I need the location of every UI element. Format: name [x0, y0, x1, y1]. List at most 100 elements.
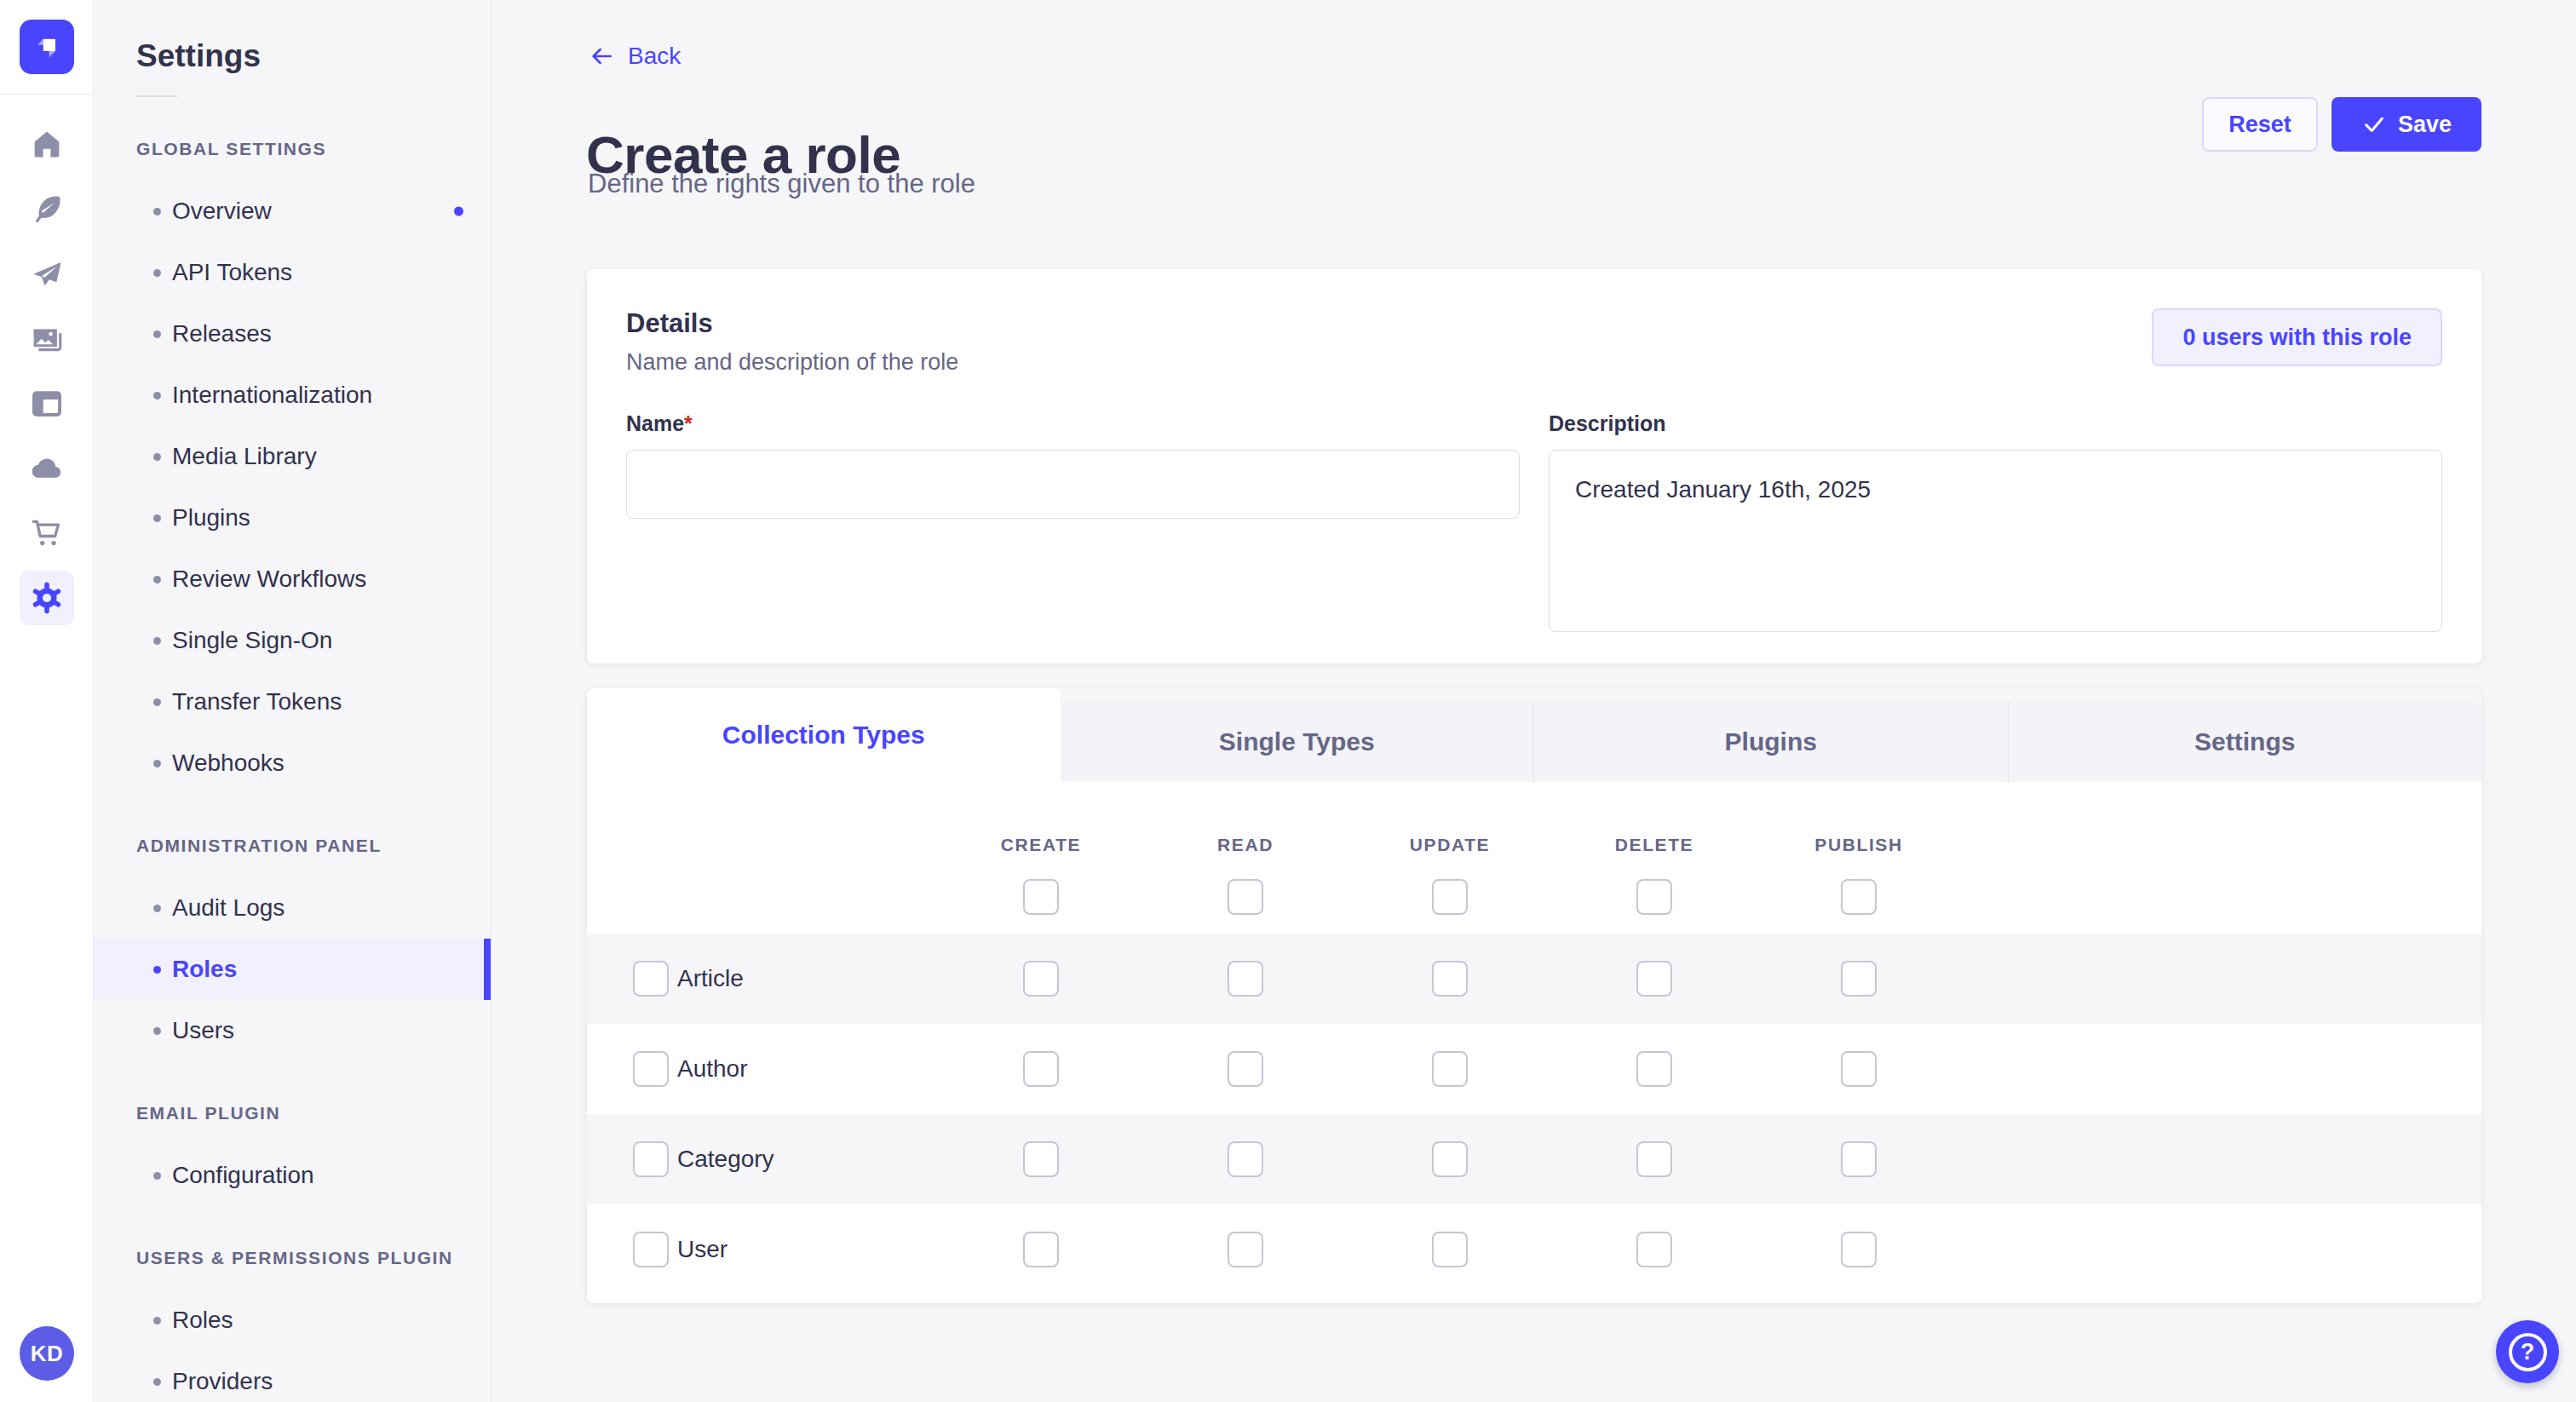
permission-checkbox-delete[interactable]	[1636, 1141, 1672, 1177]
permission-checkbox-create[interactable]	[1023, 1232, 1059, 1267]
description-label: Description	[1549, 411, 2442, 436]
sidebar-item-audit-logs[interactable]: Audit Logs	[94, 877, 491, 939]
row-label: Category	[669, 1146, 939, 1173]
permission-checkbox-publish[interactable]	[1841, 1232, 1877, 1267]
gear-icon	[29, 580, 65, 616]
check-icon	[2361, 112, 2387, 137]
select-all-create-checkbox[interactable]	[1023, 879, 1059, 915]
back-link[interactable]: Back	[588, 43, 681, 70]
user-avatar[interactable]: KD	[20, 1326, 74, 1381]
row-select-checkbox[interactable]	[633, 1051, 669, 1087]
home-button[interactable]	[20, 118, 74, 172]
tab-settings[interactable]: Settings	[2008, 701, 2482, 782]
sidebar-item-providers[interactable]: Providers	[94, 1351, 491, 1402]
tab-collection-types[interactable]: Collection Types	[587, 688, 1061, 782]
images-icon	[29, 321, 65, 357]
permission-checkbox-create[interactable]	[1023, 961, 1059, 997]
content-manager-button[interactable]	[20, 182, 74, 237]
row-select-checkbox[interactable]	[633, 961, 669, 997]
details-subtitle: Name and description of the role	[626, 349, 958, 376]
permission-checkbox-delete[interactable]	[1636, 1051, 1672, 1087]
permission-checkbox-publish[interactable]	[1841, 1051, 1877, 1087]
details-card: Details Name and description of the role…	[587, 269, 2481, 664]
marketplace-button[interactable]	[20, 506, 74, 560]
section-label: GLOBAL SETTINGS	[136, 138, 491, 160]
permission-checkbox-read[interactable]	[1228, 961, 1263, 997]
permission-checkbox-update[interactable]	[1432, 1141, 1468, 1177]
icon-rail: KD	[0, 0, 94, 1402]
page-subtitle: Define the rights given to the role	[588, 169, 975, 199]
details-title: Details	[626, 308, 958, 339]
permission-checkbox-update[interactable]	[1432, 1051, 1468, 1087]
tab-single-types[interactable]: Single Types	[1061, 701, 1534, 782]
permission-checkbox-read[interactable]	[1228, 1051, 1263, 1087]
sidebar-item-plugins[interactable]: Plugins	[94, 487, 491, 549]
bullet-icon	[153, 905, 161, 912]
select-all-read-checkbox[interactable]	[1228, 879, 1263, 915]
sidebar-item-releases[interactable]: Releases	[94, 303, 491, 365]
sidebar-item-internationalization[interactable]: Internationalization	[94, 365, 491, 426]
content-type-builder-button[interactable]	[20, 247, 74, 302]
select-all-update-checkbox[interactable]	[1432, 879, 1468, 915]
reset-button[interactable]: Reset	[2202, 97, 2318, 152]
select-all-publish-checkbox[interactable]	[1841, 879, 1877, 915]
bullet-icon	[153, 1378, 161, 1386]
permission-checkbox-publish[interactable]	[1841, 961, 1877, 997]
sidebar-item-media-library[interactable]: Media Library	[94, 426, 491, 487]
strapi-logo[interactable]	[20, 20, 74, 74]
settings-button[interactable]	[20, 571, 74, 625]
layout-icon	[29, 386, 65, 422]
home-icon	[29, 127, 65, 163]
select-all-delete-checkbox[interactable]	[1636, 879, 1672, 915]
sidebar-item-review-workflows[interactable]: Review Workflows	[94, 549, 491, 610]
tab-plugins[interactable]: Plugins	[1533, 701, 2008, 782]
table-row-author: Author	[587, 1024, 2481, 1114]
description-field[interactable]: Created January 16th, 2025	[1549, 450, 2442, 632]
help-button[interactable]: ?	[2496, 1320, 2559, 1383]
save-button[interactable]: Save	[2332, 97, 2481, 152]
table-row-category: Category	[587, 1114, 2481, 1204]
permission-checkbox-read[interactable]	[1228, 1141, 1263, 1177]
sidebar-item-roles-up[interactable]: Roles	[94, 1290, 491, 1351]
row-select-checkbox[interactable]	[633, 1141, 669, 1177]
section-label: EMAIL PLUGIN	[136, 1102, 491, 1124]
sidebar-item-roles-admin[interactable]: Roles	[94, 939, 491, 1000]
name-field[interactable]	[626, 450, 1520, 519]
bullet-icon	[153, 1317, 161, 1324]
sidebar-item-webhooks[interactable]: Webhooks	[94, 733, 491, 794]
column-header-read: READ	[1143, 835, 1348, 855]
sidebar-title: Settings	[136, 37, 491, 75]
table-row-user: User	[587, 1204, 2481, 1295]
permission-checkbox-create[interactable]	[1023, 1141, 1059, 1177]
sidebar-item-overview[interactable]: Overview	[94, 181, 491, 242]
permission-checkbox-update[interactable]	[1432, 961, 1468, 997]
row-select-checkbox[interactable]	[633, 1232, 669, 1267]
permission-checkbox-delete[interactable]	[1636, 961, 1672, 997]
bullet-icon	[153, 966, 161, 974]
question-mark-icon: ?	[2509, 1333, 2547, 1371]
sidebar-title-divider	[136, 95, 177, 97]
layout-button[interactable]	[20, 376, 74, 431]
shopping-cart-icon	[29, 515, 65, 551]
permission-checkbox-publish[interactable]	[1841, 1141, 1877, 1177]
permission-checkbox-update[interactable]	[1432, 1232, 1468, 1267]
column-header-update: UPDATE	[1348, 835, 1552, 855]
permission-checkbox-delete[interactable]	[1636, 1232, 1672, 1267]
row-label: Article	[669, 965, 939, 992]
sidebar-item-configuration[interactable]: Configuration	[94, 1145, 491, 1206]
bullet-icon	[153, 698, 161, 706]
permission-checkbox-read[interactable]	[1228, 1232, 1263, 1267]
sidebar-item-users[interactable]: Users	[94, 1000, 491, 1061]
users-with-role-badge[interactable]: 0 users with this role	[2152, 308, 2442, 366]
section-global-settings: GLOBAL SETTINGS Overview API Tokens Rele…	[94, 138, 491, 794]
name-label: Name*	[626, 411, 1520, 436]
tab-bar: Collection Types Single Types Plugins Se…	[587, 688, 2481, 782]
cloud-button[interactable]	[20, 441, 74, 496]
permission-checkbox-create[interactable]	[1023, 1051, 1059, 1087]
bullet-icon	[153, 1027, 161, 1035]
sidebar-item-transfer-tokens[interactable]: Transfer Tokens	[94, 671, 491, 733]
media-library-button[interactable]	[20, 312, 74, 366]
sidebar-item-api-tokens[interactable]: API Tokens	[94, 242, 491, 303]
sidebar-item-single-sign-on[interactable]: Single Sign-On	[94, 610, 491, 671]
table-row-article: Article	[587, 934, 2481, 1024]
